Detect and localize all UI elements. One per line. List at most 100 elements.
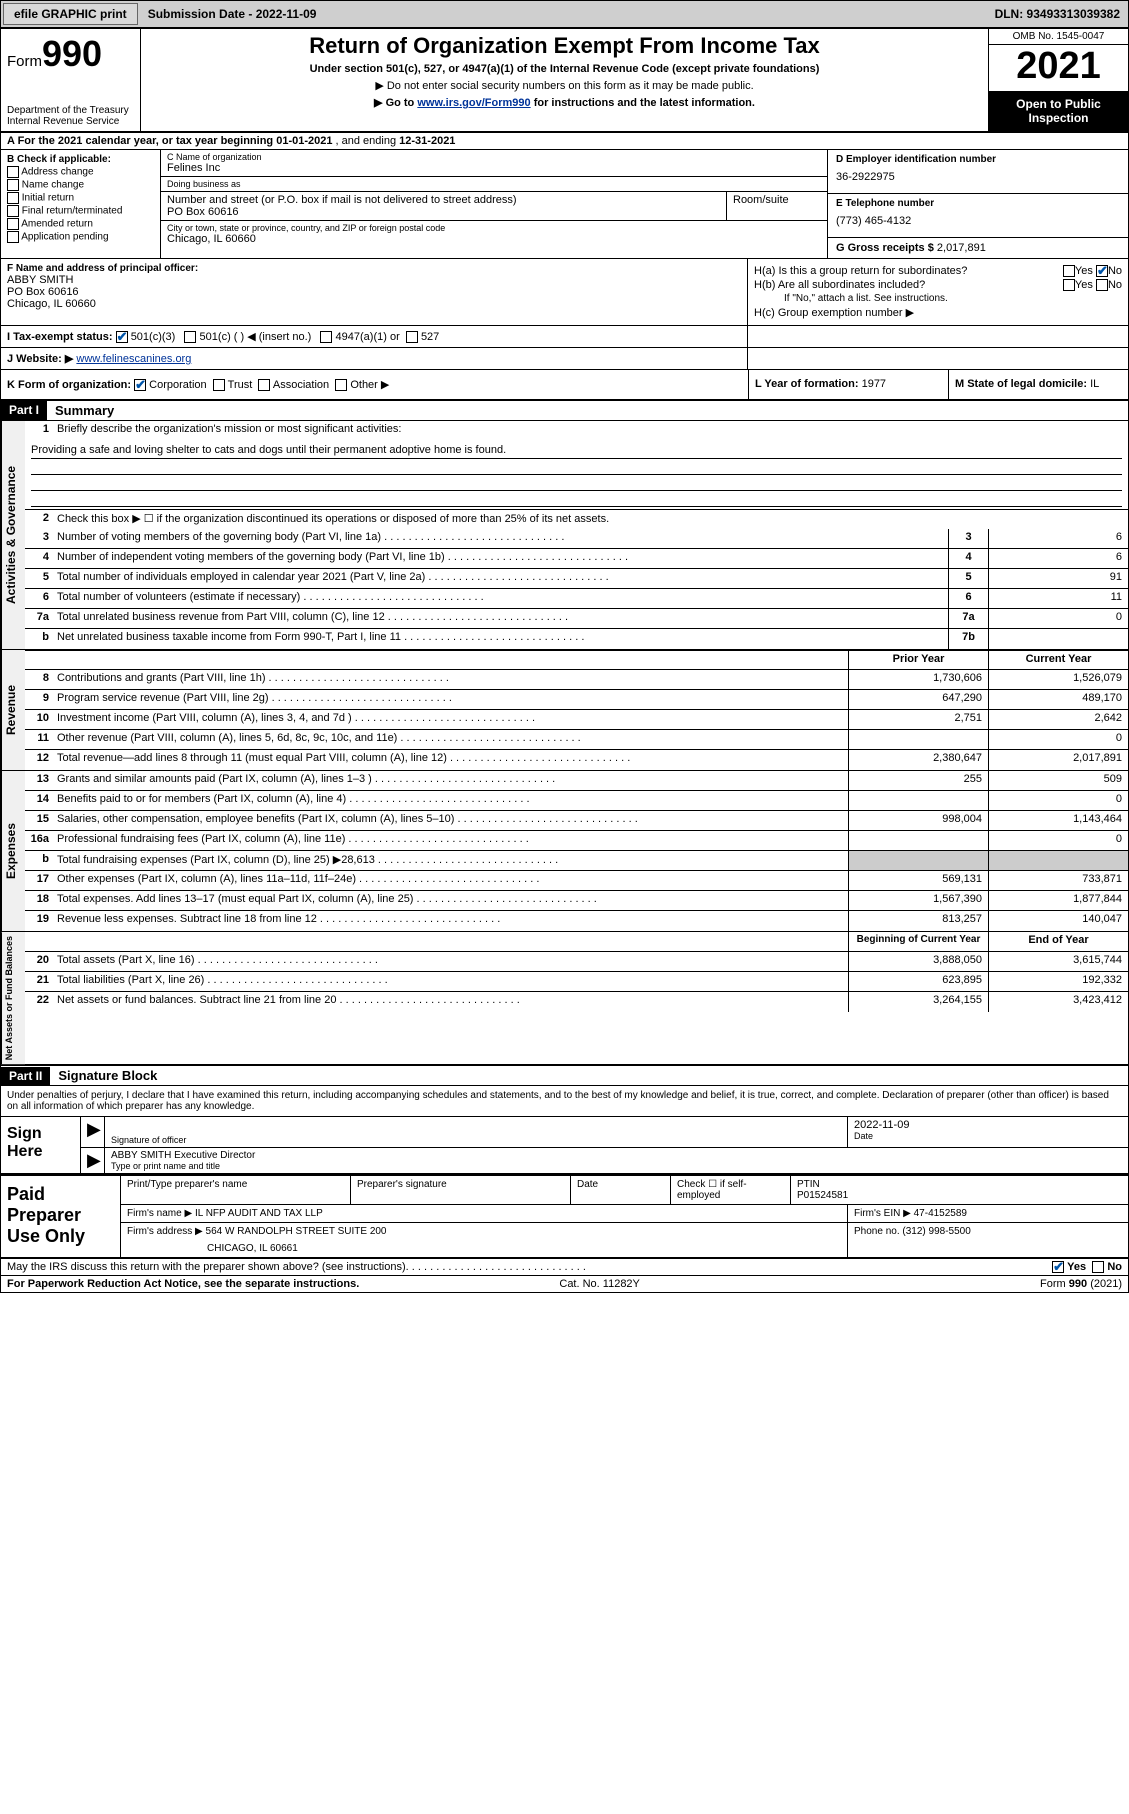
form-subtitle-3: ▶ Go to www.irs.gov/Form990 for instruct…: [147, 96, 982, 109]
cb-initial-return[interactable]: Initial return: [7, 192, 154, 204]
efile-graphic-btn[interactable]: efile GRAPHIC print: [3, 3, 138, 25]
paid-preparer-block: Paid Preparer Use Only Print/Type prepar…: [1, 1174, 1128, 1259]
room-label: Room/suite: [733, 194, 821, 206]
mission-text: Providing a safe and loving shelter to c…: [25, 441, 1128, 509]
summary-line: 17Other expenses (Part IX, column (A), l…: [25, 871, 1128, 891]
cb-corp[interactable]: [134, 379, 146, 391]
box-deg: D Employer identification number 36-2922…: [828, 150, 1128, 258]
sign-here-label: Sign Here: [1, 1117, 81, 1173]
cb-app-pending[interactable]: Application pending: [7, 231, 154, 243]
firm-addr-label: Firm's address ▶: [127, 1226, 203, 1237]
prep-self-check: Check ☐ if self-employed: [671, 1176, 791, 1204]
cb-amended-return[interactable]: Amended return: [7, 218, 154, 230]
irs-link[interactable]: www.irs.gov/Form990: [417, 97, 530, 109]
footer-left: For Paperwork Reduction Act Notice, see …: [7, 1278, 359, 1290]
row-klm: K Form of organization: Corporation Trus…: [1, 370, 1128, 401]
arrow-icon: ▶: [81, 1148, 105, 1173]
omb-number: OMB No. 1545-0047: [989, 29, 1128, 45]
box-f: F Name and address of principal officer:…: [1, 259, 748, 325]
ptin-label: PTIN: [797, 1179, 820, 1190]
addr-label: Number and street (or P.O. box if mail i…: [167, 194, 720, 206]
cb-final-return[interactable]: Final return/terminated: [7, 205, 154, 217]
box-b: B Check if applicable: Address change Na…: [1, 150, 161, 258]
form-number: 990: [42, 33, 102, 74]
footer-cat: Cat. No. 11282Y: [559, 1278, 640, 1290]
cb-address-change[interactable]: Address change: [7, 166, 154, 178]
open-to-public: Open to Public Inspection: [989, 91, 1128, 131]
header-center: Return of Organization Exempt From Incom…: [141, 29, 988, 131]
dba-label: Doing business as: [167, 179, 821, 189]
revenue-section: Revenue b Prior Year Current Year 8Contr…: [1, 650, 1128, 771]
tab-revenue: Revenue: [1, 650, 25, 770]
firm-ein-label: Firm's EIN ▶: [854, 1208, 911, 1219]
prep-sig-label: Preparer's signature: [351, 1176, 571, 1204]
paid-prep-label: Paid Preparer Use Only: [1, 1176, 121, 1257]
cb-name-change[interactable]: Name change: [7, 179, 154, 191]
summary-line: bTotal fundraising expenses (Part IX, co…: [25, 851, 1128, 871]
summary-line: 12Total revenue—add lines 8 through 11 (…: [25, 750, 1128, 770]
form-header: Form990 Department of the Treasury Inter…: [1, 29, 1128, 133]
cb-assoc[interactable]: [258, 379, 270, 391]
row-i: I Tax-exempt status: 501(c)(3) 501(c) ( …: [1, 326, 748, 347]
officer-addr1: PO Box 60616: [7, 286, 741, 298]
firm-phone-label: Phone no.: [854, 1226, 900, 1237]
expenses-section: Expenses 13Grants and similar amounts pa…: [1, 771, 1128, 932]
dept-treasury: Department of the Treasury Internal Reve…: [7, 105, 134, 127]
cb-501c[interactable]: [184, 331, 196, 343]
line-2: Check this box ▶ ☐ if the organization d…: [53, 510, 1128, 529]
tab-governance: Activities & Governance: [1, 421, 25, 649]
cb-4947[interactable]: [320, 331, 332, 343]
box-b-label: B Check if applicable:: [7, 154, 111, 165]
form-subtitle-2: ▶ Do not enter social security numbers o…: [147, 79, 982, 92]
col-current: Current Year: [988, 651, 1128, 669]
summary-line: 6Total number of volunteers (estimate if…: [25, 589, 1128, 609]
summary-line: 20Total assets (Part X, line 16)3,888,05…: [25, 952, 1128, 972]
cb-other[interactable]: [335, 379, 347, 391]
form-990: Form990 Department of the Treasury Inter…: [0, 28, 1129, 1293]
city-label: City or town, state or province, country…: [167, 223, 821, 233]
box-h: H(a) Is this a group return for subordin…: [748, 259, 1128, 325]
part1-title: Summary: [47, 401, 122, 420]
discuss-label: May the IRS discuss this return with the…: [7, 1261, 406, 1273]
website-link[interactable]: www.felinescanines.org: [76, 353, 191, 365]
sig-name-value: ABBY SMITH Executive Director: [111, 1150, 1122, 1161]
summary-line: 5Total number of individuals employed in…: [25, 569, 1128, 589]
org-name: Felines Inc: [167, 162, 821, 174]
summary-line: 10Investment income (Part VIII, column (…: [25, 710, 1128, 730]
firm-phone: (312) 998-5500: [902, 1226, 970, 1237]
summary-line: 19Revenue less expenses. Subtract line 1…: [25, 911, 1128, 931]
firm-name: IL NFP AUDIT AND TAX LLP: [195, 1208, 323, 1219]
summary-line: 16aProfessional fundraising fees (Part I…: [25, 831, 1128, 851]
row-k: K Form of organization: Corporation Trus…: [1, 370, 748, 399]
firm-addr: 564 W RANDOLPH STREET SUITE 200: [206, 1226, 387, 1237]
row-a-pre: A For the 2021 calendar year, or tax yea…: [7, 135, 276, 147]
cb-discuss-yes[interactable]: [1052, 1261, 1064, 1273]
summary-line: 22Net assets or fund balances. Subtract …: [25, 992, 1128, 1012]
summary-line: 21Total liabilities (Part X, line 26)623…: [25, 972, 1128, 992]
part2-badge: Part II: [1, 1067, 50, 1085]
summary-line: 3Number of voting members of the governi…: [25, 529, 1128, 549]
summary-line: 11Other revenue (Part VIII, column (A), …: [25, 730, 1128, 750]
website-label: J Website: ▶: [7, 353, 73, 365]
summary-line: 13Grants and similar amounts paid (Part …: [25, 771, 1128, 791]
org-name-label: C Name of organization: [167, 152, 821, 162]
row-i-wrap: I Tax-exempt status: 501(c)(3) 501(c) ( …: [1, 326, 1128, 348]
ein-value: 36-2922975: [836, 165, 1120, 189]
h-a: H(a) Is this a group return for subordin…: [754, 265, 1122, 277]
cb-discuss-no[interactable]: [1092, 1261, 1104, 1273]
ty-begin: 01-01-2021: [276, 135, 332, 147]
part1-badge: Part I: [1, 401, 47, 420]
officer-addr2: Chicago, IL 60660: [7, 298, 741, 310]
cb-trust[interactable]: [213, 379, 225, 391]
summary-line: 15Salaries, other compensation, employee…: [25, 811, 1128, 831]
col-prior: Prior Year: [848, 651, 988, 669]
sub3-post: for instructions and the latest informat…: [531, 97, 755, 109]
cb-501c3[interactable]: [116, 331, 128, 343]
summary-line: 4Number of independent voting members of…: [25, 549, 1128, 569]
row-a-mid: , and ending: [332, 135, 399, 147]
sign-here-block: Sign Here ▶ Signature of officer 2022-11…: [1, 1117, 1128, 1174]
row-a-tax-year: A For the 2021 calendar year, or tax yea…: [1, 133, 1128, 150]
summary-line: 18Total expenses. Add lines 13–17 (must …: [25, 891, 1128, 911]
city-value: Chicago, IL 60660: [167, 233, 821, 245]
cb-527[interactable]: [406, 331, 418, 343]
